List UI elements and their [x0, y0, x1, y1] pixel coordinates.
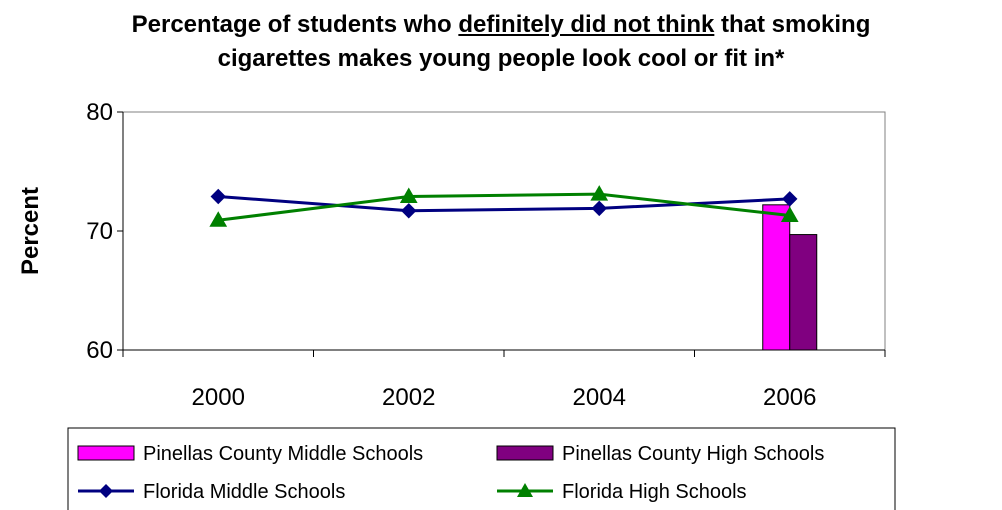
point-florida-middle-schools-2006: [782, 191, 798, 207]
point-florida-high-schools-2006: [780, 206, 799, 223]
x-tick-label: 2002: [382, 384, 435, 411]
legend-swatch-pinellas-high: [496, 445, 554, 461]
legend-label-florida-high: Florida High Schools: [562, 481, 747, 503]
series-markers: [209, 185, 799, 227]
x-tick-label: 2000: [192, 384, 245, 411]
chart-title-line1: Percentage of students who definitely di…: [131, 11, 871, 38]
legend-marker-florida-high: [517, 483, 533, 497]
legend-label-pinellas-high: Pinellas County High Schools: [562, 443, 824, 465]
plot-area: [122, 111, 886, 351]
chart-title: Percentage of students who definitely di…: [0, 8, 1002, 76]
series-lines: [218, 192, 790, 222]
y-tick-label: 70: [86, 218, 113, 245]
bar-pinellas-county-middle-schools-2006: [762, 204, 791, 351]
point-florida-middle-schools-2000: [210, 188, 226, 205]
legend-swatch-pinellas-middle: [77, 445, 135, 461]
y-tick-label: 60: [86, 337, 113, 364]
legend: Pinellas County Middle Schools Pinellas …: [67, 427, 896, 510]
bar-pinellas-county-high-schools-2006: [789, 234, 818, 351]
x-ticks: 2000 2002 2004 2006: [122, 350, 886, 411]
chart-title-emphasis: definitely did not think: [458, 11, 715, 38]
y-ticks: 60 70 80: [86, 99, 123, 364]
x-tick-label: 2004: [573, 384, 626, 411]
legend-label-florida-middle: Florida Middle Schools: [143, 481, 345, 503]
bars: [762, 204, 818, 351]
point-florida-high-schools-2000: [209, 211, 228, 227]
point-florida-high-schools-2004: [590, 185, 609, 201]
point-florida-middle-schools-2002: [401, 203, 417, 219]
chart-title-line2: cigarettes makes young people look cool …: [217, 45, 785, 72]
legend-frame: [67, 427, 896, 510]
point-florida-high-schools-2002: [399, 187, 418, 203]
line-florida-high-schools: [218, 192, 790, 222]
y-axis-label: Percent: [17, 187, 44, 275]
point-florida-middle-schools-2004: [591, 200, 607, 217]
legend-label-pinellas-middle: Pinellas County Middle Schools: [143, 443, 423, 465]
plot-frame: [122, 111, 886, 351]
y-tick-label: 80: [86, 99, 113, 126]
legend-marker-florida-middle: [99, 484, 113, 498]
x-tick-label: 2006: [763, 384, 816, 411]
